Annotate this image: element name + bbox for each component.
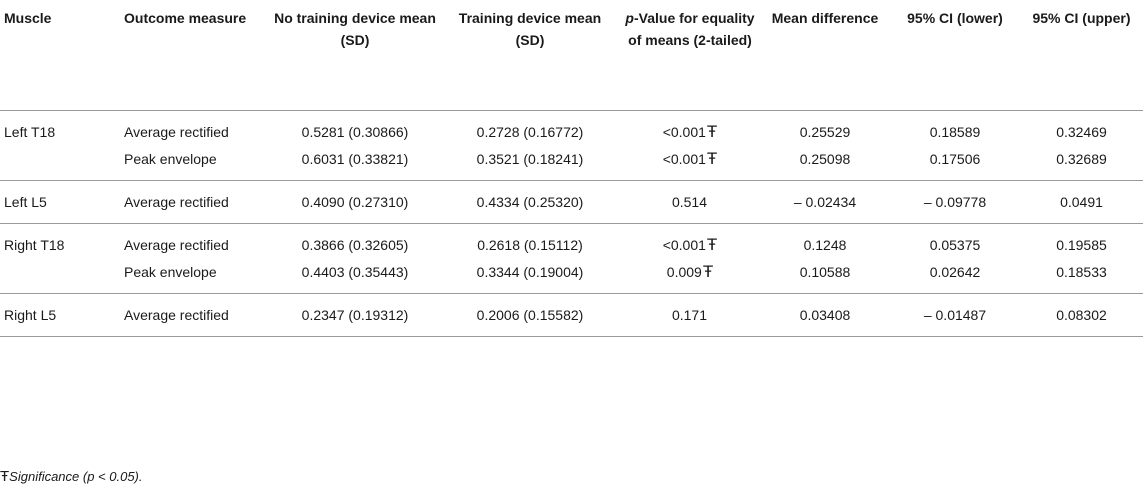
p-value-text: 0.514 bbox=[671, 193, 708, 210]
significance-marker: Ŧ bbox=[706, 121, 718, 141]
row-group: Left T18 Average rectified 0.5281 (0.30866… bbox=[0, 110, 1143, 180]
header-outcome: Outcome measure bbox=[120, 0, 270, 111]
p-value-text: <0.001 bbox=[662, 150, 706, 167]
header-mean-difference: Mean difference bbox=[760, 0, 890, 111]
cell-ci-lower: 0.05375 bbox=[929, 236, 981, 253]
header-training: Training device mean (SD) bbox=[440, 0, 620, 111]
cell-training: 0.3521 (0.18241) bbox=[476, 150, 584, 167]
p-value-text: 0.171 bbox=[671, 306, 708, 323]
cell-outcome: Average rectified bbox=[124, 306, 229, 323]
table-row: Right T18 Average rectified 0.3866 (0.3260… bbox=[0, 223, 1143, 256]
table-row: Left T18 Average rectified 0.5281 (0.30866… bbox=[0, 110, 1143, 143]
cell-mean-difference: 0.10588 bbox=[799, 263, 851, 280]
cell-muscle bbox=[0, 256, 120, 294]
cell-outcome: Peak envelope bbox=[124, 263, 217, 280]
cell-ci-upper: 0.18533 bbox=[1056, 263, 1107, 280]
cell-ci-upper: 0.0491 bbox=[1060, 193, 1103, 210]
cell-no-training: 0.4090 (0.27310) bbox=[301, 193, 409, 210]
row-group: Left L5 Average rectified 0.4090 (0.27310)… bbox=[0, 180, 1143, 223]
cell-ci-upper: 0.19585 bbox=[1056, 236, 1107, 253]
cell-ci-lower: – 0.01487 bbox=[923, 306, 987, 323]
cell-no-training: 0.6031 (0.33821) bbox=[301, 150, 409, 167]
header-p-prefix: p bbox=[625, 10, 634, 26]
cell-ci-upper: 0.32689 bbox=[1056, 150, 1107, 167]
footnote-significance-symbol: Ŧ bbox=[0, 468, 10, 485]
results-table: Muscle Outcome measure No training devic… bbox=[0, 0, 1143, 336]
row-group: Right L5 Average rectified 0.2347 (0.19312… bbox=[0, 293, 1143, 336]
header-muscle: Muscle bbox=[0, 0, 120, 111]
header-p-value: p-Value for equality of means (2-tailed) bbox=[620, 0, 760, 111]
cell-outcome: Average rectified bbox=[124, 193, 229, 210]
cell-p-value: 0.171 bbox=[620, 293, 760, 336]
cell-p-value: <0.001Ŧ bbox=[620, 110, 760, 143]
cell-outcome: Average rectified bbox=[124, 123, 229, 140]
cell-ci-upper: 0.32469 bbox=[1056, 123, 1107, 140]
significance-marker: Ŧ bbox=[706, 234, 718, 254]
cell-muscle: Left L5 bbox=[4, 193, 47, 210]
cell-mean-difference: 0.25529 bbox=[799, 123, 851, 140]
p-value-text: <0.001 bbox=[662, 123, 706, 140]
cell-no-training: 0.2347 (0.19312) bbox=[301, 306, 409, 323]
header-no-training: No training device mean (SD) bbox=[270, 0, 440, 111]
cell-training: 0.2618 (0.15112) bbox=[477, 236, 583, 253]
cell-p-value: 0.514 bbox=[620, 180, 760, 223]
significance-marker: Ŧ bbox=[706, 148, 718, 168]
cell-ci-lower: 0.02642 bbox=[929, 263, 981, 280]
cell-training: 0.2728 (0.16772) bbox=[476, 123, 584, 140]
header-ci-upper: 95% CI (upper) bbox=[1020, 0, 1143, 111]
cell-p-value: 0.009Ŧ bbox=[620, 256, 760, 294]
cell-ci-lower: 0.17506 bbox=[929, 150, 981, 167]
cell-ci-lower: – 0.09778 bbox=[923, 193, 987, 210]
cell-outcome: Peak envelope bbox=[124, 150, 217, 167]
cell-muscle bbox=[0, 143, 120, 181]
row-group: Right T18 Average rectified 0.3866 (0.3260… bbox=[0, 223, 1143, 293]
table-row: Right L5 Average rectified 0.2347 (0.19312… bbox=[0, 293, 1143, 336]
footnote: ŦSignificance (p < 0.05). bbox=[0, 466, 143, 488]
cell-training: 0.3344 (0.19004) bbox=[476, 263, 584, 280]
cell-no-training: 0.5281 (0.30866) bbox=[301, 123, 409, 140]
cell-training: 0.2006 (0.15582) bbox=[476, 306, 584, 323]
cell-muscle: Left T18 bbox=[4, 123, 56, 140]
cell-muscle: Right L5 bbox=[4, 306, 57, 323]
cell-no-training: 0.4403 (0.35443) bbox=[301, 263, 409, 280]
cell-muscle: Right T18 bbox=[4, 236, 65, 253]
cell-mean-difference: 0.03408 bbox=[799, 306, 851, 323]
cell-outcome: Average rectified bbox=[124, 236, 229, 253]
cell-ci-lower: 0.18589 bbox=[929, 123, 981, 140]
footnote-text: Significance (p < 0.05). bbox=[9, 469, 143, 484]
p-value-text: 0.009 bbox=[666, 263, 702, 280]
p-value-text: <0.001 bbox=[662, 236, 706, 253]
cell-mean-difference: 0.25098 bbox=[799, 150, 851, 167]
significance-marker: Ŧ bbox=[702, 261, 714, 281]
header-row: Muscle Outcome measure No training devic… bbox=[0, 0, 1143, 111]
cell-ci-upper: 0.08302 bbox=[1056, 306, 1107, 323]
cell-mean-difference: 0.1248 bbox=[803, 236, 847, 253]
cell-no-training: 0.3866 (0.32605) bbox=[301, 236, 409, 253]
table-row: Peak envelope 0.6031 (0.33821) 0.3521 (0.1… bbox=[0, 143, 1143, 181]
table-row: Peak envelope 0.4403 (0.35443) 0.3344 (0.1… bbox=[0, 256, 1143, 294]
cell-p-value: <0.001Ŧ bbox=[620, 143, 760, 181]
cell-training: 0.4334 (0.25320) bbox=[476, 193, 584, 210]
header-p-rest: -Value for equality of means (2-tailed) bbox=[628, 10, 755, 48]
header-ci-lower: 95% CI (lower) bbox=[890, 0, 1020, 111]
cell-mean-difference: – 0.02434 bbox=[793, 193, 857, 210]
table-row: Left L5 Average rectified 0.4090 (0.27310)… bbox=[0, 180, 1143, 223]
cell-p-value: <0.001Ŧ bbox=[620, 223, 760, 256]
